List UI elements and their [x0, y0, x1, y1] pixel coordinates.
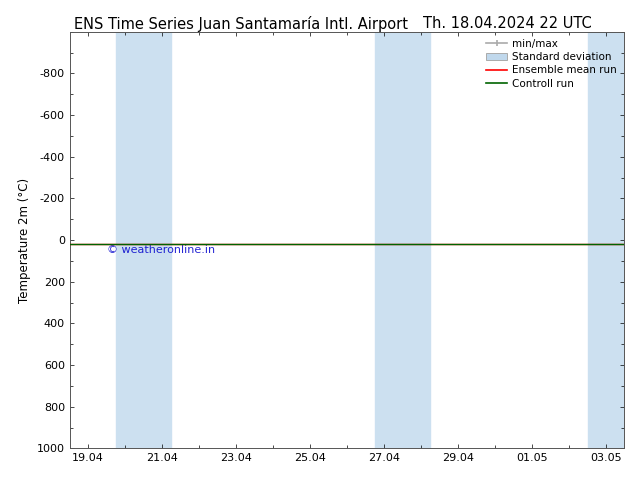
- Bar: [588, 32, 624, 448]
- Text: © weatheronline.in: © weatheronline.in: [107, 245, 215, 255]
- Y-axis label: Temperature 2m (°C): Temperature 2m (°C): [18, 177, 31, 303]
- Legend: min/max, Standard deviation, Ensemble mean run, Controll run: min/max, Standard deviation, Ensemble me…: [482, 35, 621, 93]
- Bar: [116, 32, 171, 448]
- Text: ENS Time Series Juan Santamaría Intl. Airport: ENS Time Series Juan Santamaría Intl. Ai…: [74, 16, 408, 32]
- Text: Th. 18.04.2024 22 UTC: Th. 18.04.2024 22 UTC: [423, 16, 592, 31]
- Bar: [375, 32, 430, 448]
